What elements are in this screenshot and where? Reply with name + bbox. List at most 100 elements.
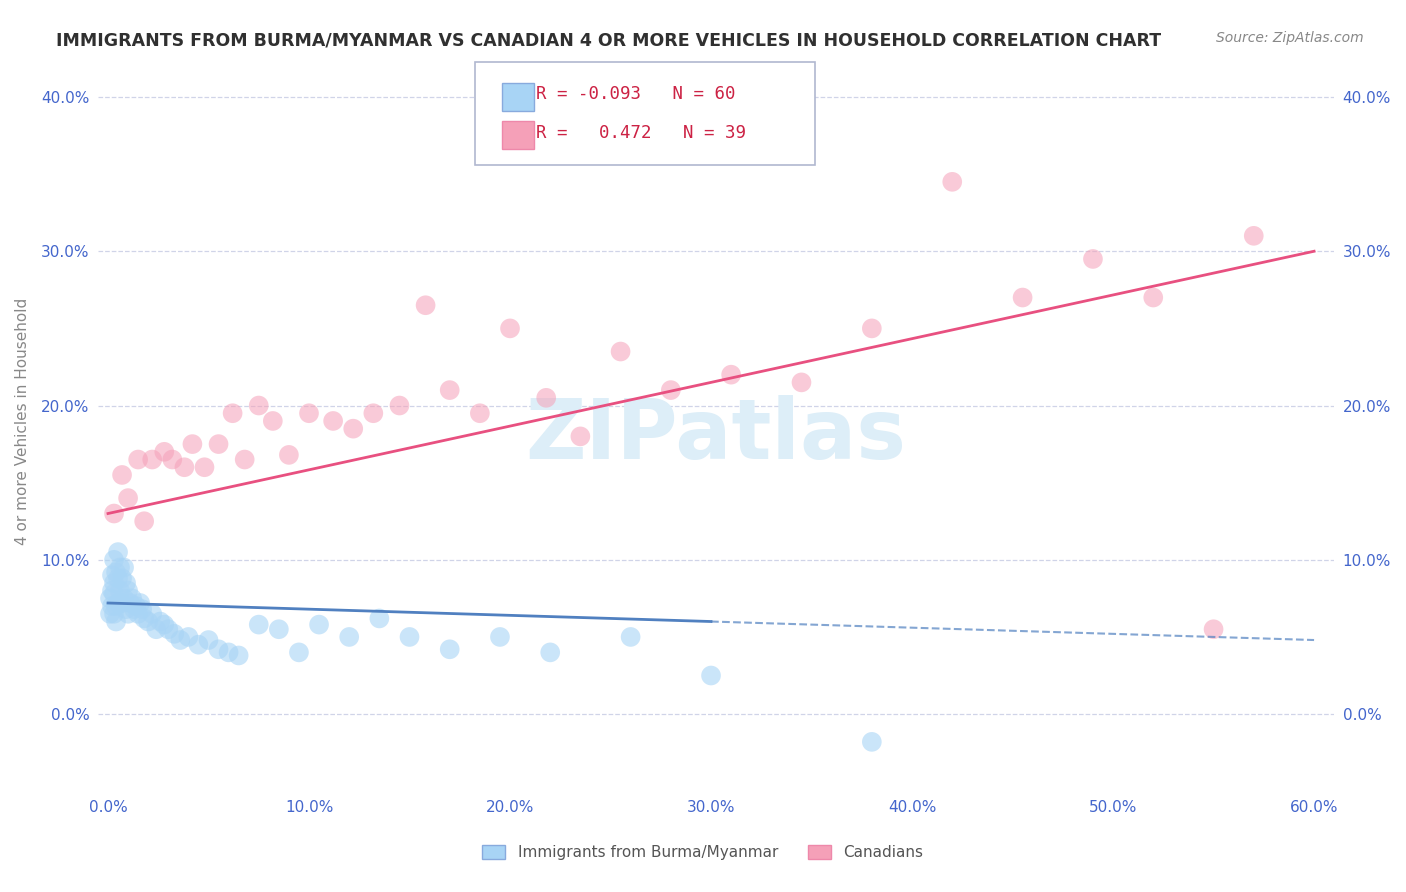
Point <box>538 645 561 659</box>
Point <box>173 460 195 475</box>
Point <box>117 491 139 505</box>
Point <box>141 452 163 467</box>
Point <box>720 368 742 382</box>
Point <box>342 422 364 436</box>
Point <box>108 583 131 598</box>
Point <box>247 399 270 413</box>
Point <box>439 383 461 397</box>
Point <box>659 383 682 397</box>
Point <box>322 414 344 428</box>
Point <box>388 399 411 413</box>
Point <box>233 452 256 467</box>
Point <box>169 633 191 648</box>
Point <box>129 596 152 610</box>
Point <box>277 448 299 462</box>
Point <box>107 545 129 559</box>
Point <box>218 645 240 659</box>
Point <box>127 452 149 467</box>
Point <box>108 560 131 574</box>
Point <box>207 437 229 451</box>
Point <box>193 460 215 475</box>
Point <box>415 298 437 312</box>
Point <box>131 602 153 616</box>
Point <box>228 648 250 663</box>
FancyBboxPatch shape <box>502 121 534 149</box>
Point <box>700 668 723 682</box>
Point <box>569 429 592 443</box>
Point <box>98 607 121 621</box>
Text: R = -0.093   N = 60: R = -0.093 N = 60 <box>536 85 735 103</box>
Point <box>298 406 321 420</box>
Point <box>120 596 142 610</box>
Point <box>262 414 284 428</box>
Point <box>439 642 461 657</box>
Point <box>163 627 186 641</box>
Point <box>121 591 143 606</box>
Point <box>197 633 219 648</box>
Point <box>117 583 139 598</box>
Point <box>1243 228 1265 243</box>
Point <box>153 445 176 459</box>
Point <box>288 645 311 659</box>
Point <box>187 638 209 652</box>
Point <box>941 175 963 189</box>
Point <box>127 607 149 621</box>
Point <box>267 622 290 636</box>
Point <box>103 587 125 601</box>
FancyBboxPatch shape <box>502 83 534 111</box>
Text: IMMIGRANTS FROM BURMA/MYANMAR VS CANADIAN 4 OR MORE VEHICLES IN HOUSEHOLD CORREL: IMMIGRANTS FROM BURMA/MYANMAR VS CANADIA… <box>56 31 1161 49</box>
Legend: Immigrants from Burma/Myanmar, Canadians: Immigrants from Burma/Myanmar, Canadians <box>477 839 929 866</box>
Point <box>337 630 360 644</box>
Point <box>111 571 134 585</box>
Point <box>115 576 138 591</box>
Point <box>247 617 270 632</box>
Point <box>620 630 643 644</box>
Point <box>111 467 134 482</box>
Point <box>98 591 121 606</box>
Point <box>117 607 139 621</box>
Point <box>207 642 229 657</box>
Point <box>860 321 883 335</box>
Point <box>134 514 156 528</box>
Point <box>103 507 125 521</box>
Point <box>103 607 125 621</box>
Point <box>162 452 184 467</box>
FancyBboxPatch shape <box>475 62 815 165</box>
Point <box>368 611 391 625</box>
Point <box>1142 291 1164 305</box>
Point <box>157 622 180 636</box>
Point <box>103 553 125 567</box>
Point <box>105 565 128 579</box>
Point <box>122 602 145 616</box>
Point <box>534 391 557 405</box>
Point <box>499 321 522 335</box>
Point <box>111 596 134 610</box>
Point <box>609 344 631 359</box>
Point <box>308 617 330 632</box>
Point <box>398 630 420 644</box>
Point <box>136 615 159 629</box>
Point <box>101 568 124 582</box>
Text: Source: ZipAtlas.com: Source: ZipAtlas.com <box>1216 31 1364 45</box>
Point <box>145 622 167 636</box>
Point <box>149 615 172 629</box>
Point <box>105 615 128 629</box>
Point <box>177 630 200 644</box>
Point <box>1011 291 1033 305</box>
Text: ZIPatlas: ZIPatlas <box>526 395 907 476</box>
Point <box>101 599 124 613</box>
Point <box>125 599 148 613</box>
Point <box>153 617 176 632</box>
Point <box>221 406 243 420</box>
Point <box>363 406 385 420</box>
Point <box>105 599 128 613</box>
Point <box>112 591 135 606</box>
Point <box>115 602 138 616</box>
Point <box>489 630 512 644</box>
Y-axis label: 4 or more Vehicles in Household: 4 or more Vehicles in Household <box>15 297 30 545</box>
Point <box>181 437 204 451</box>
Point <box>107 596 129 610</box>
Point <box>1202 622 1225 636</box>
Point <box>101 583 124 598</box>
Point <box>107 571 129 585</box>
